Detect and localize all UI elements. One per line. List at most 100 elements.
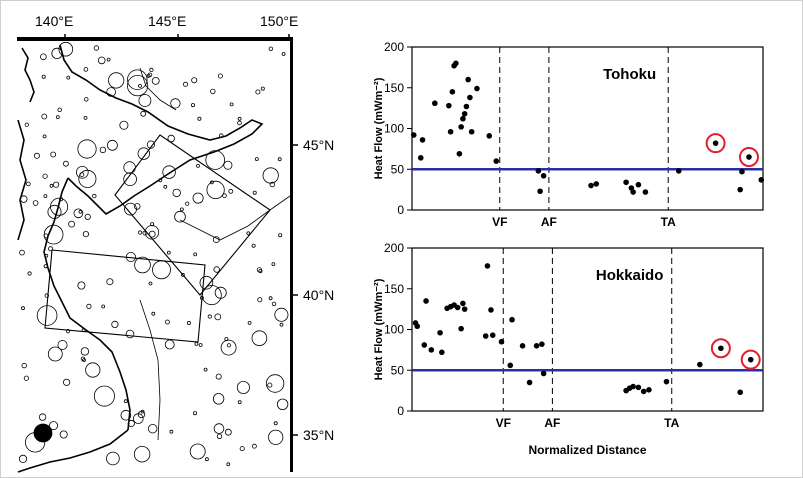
earthquake-circle bbox=[50, 197, 69, 216]
earthquake-circle bbox=[197, 116, 202, 121]
y-axis-label: Heat Flow (mWm⁻²) bbox=[373, 77, 385, 179]
data-point bbox=[663, 378, 670, 385]
earthquake-circle bbox=[47, 204, 62, 219]
earthquake-circle bbox=[80, 356, 86, 361]
y-tick-label: 0 bbox=[397, 203, 404, 217]
earthquake-circle bbox=[78, 209, 83, 214]
earthquake-circle bbox=[236, 380, 250, 394]
data-point bbox=[456, 150, 463, 157]
data-point bbox=[588, 182, 594, 189]
earthquake-circle bbox=[192, 411, 197, 416]
y-tick-label: 0 bbox=[397, 404, 404, 418]
earthquake-circle bbox=[189, 443, 206, 460]
chart-title: Tohoku bbox=[603, 66, 656, 83]
earthquake-circle bbox=[106, 278, 114, 286]
data-point bbox=[458, 124, 464, 130]
earthquake-circle bbox=[246, 231, 251, 236]
earthquake-circle bbox=[119, 120, 129, 130]
data-point bbox=[539, 341, 545, 347]
earthquake-circle bbox=[83, 116, 88, 120]
data-point bbox=[493, 158, 500, 164]
earthquake-circle bbox=[77, 139, 97, 159]
earthquake-circle bbox=[169, 429, 174, 434]
data-point bbox=[640, 388, 647, 395]
map-top-border bbox=[17, 37, 293, 41]
earthquake-circle bbox=[164, 319, 170, 325]
data-point bbox=[458, 325, 464, 332]
earthquake-circle bbox=[150, 222, 155, 227]
y-tick-label: 50 bbox=[391, 363, 405, 377]
earthquake-circle bbox=[43, 194, 48, 199]
earthquake-circle bbox=[99, 146, 107, 154]
earthquake-circle bbox=[83, 67, 89, 72]
earthquake-circle bbox=[257, 297, 263, 303]
earthquake-circle bbox=[59, 430, 68, 439]
earthquake-circle bbox=[204, 457, 209, 462]
data-point bbox=[437, 329, 443, 336]
marker-label-vf: VF bbox=[496, 416, 511, 430]
earthquake-circle bbox=[214, 313, 222, 321]
earthquake-circle bbox=[47, 346, 63, 362]
data-point bbox=[642, 189, 649, 195]
earthquake-circle bbox=[43, 233, 49, 239]
earthquake-circle bbox=[84, 97, 89, 102]
earthquake-circle bbox=[106, 87, 116, 97]
data-point bbox=[747, 356, 754, 363]
earthquake-circle bbox=[151, 77, 160, 85]
earthquake-circle bbox=[226, 343, 232, 348]
earthquake-circle bbox=[281, 52, 286, 56]
earthquake-circle bbox=[21, 362, 27, 369]
earthquake-circle bbox=[180, 272, 185, 277]
earthquake-circle bbox=[269, 181, 275, 188]
earthquake-circle bbox=[123, 399, 128, 404]
earthquake-circle bbox=[20, 195, 28, 203]
earthquake-circle bbox=[215, 373, 222, 380]
earthquake-circle bbox=[203, 367, 208, 372]
earthquake-circle bbox=[58, 41, 74, 57]
earthquake-circle bbox=[42, 134, 47, 139]
lat-label-45: 45°N bbox=[303, 137, 334, 153]
earthquake-circle bbox=[199, 275, 214, 290]
earthquake-circle bbox=[185, 201, 190, 206]
data-point bbox=[439, 349, 445, 356]
earthquake-circle bbox=[138, 94, 152, 107]
earthquake-circle bbox=[106, 57, 111, 62]
earthquake-circle bbox=[205, 150, 226, 170]
x-axis-label: Normalized Distance bbox=[528, 443, 646, 457]
earthquake-circle bbox=[247, 320, 252, 325]
data-point bbox=[630, 383, 636, 390]
earthquake-circle bbox=[210, 88, 216, 95]
earthquake-circle bbox=[65, 328, 71, 334]
earthquake-circle bbox=[43, 264, 48, 269]
data-point bbox=[507, 362, 514, 369]
earthquake-circle bbox=[21, 306, 25, 311]
earthquake-circle bbox=[251, 330, 268, 347]
map-right-border bbox=[290, 37, 293, 472]
earthquake-circle bbox=[198, 343, 203, 347]
earthquake-circle bbox=[152, 260, 171, 280]
earthquake-circle bbox=[134, 256, 151, 274]
earthquake-circle bbox=[166, 250, 171, 255]
y-tick-label: 150 bbox=[384, 81, 404, 95]
earthquake-circle bbox=[251, 243, 256, 248]
earthquake-circle bbox=[206, 180, 225, 199]
earthquake-circle bbox=[262, 167, 279, 184]
earthquake-circle bbox=[146, 140, 155, 149]
earthquake-circle bbox=[85, 362, 101, 378]
earthquake-circle bbox=[193, 252, 198, 257]
earthquake-circle bbox=[18, 454, 28, 463]
earthquake-circle bbox=[268, 429, 284, 445]
data-point bbox=[463, 103, 470, 110]
earthquake-circle bbox=[260, 86, 265, 91]
earthquake-circle bbox=[127, 75, 149, 97]
earthquake-circle bbox=[216, 433, 223, 439]
data-point bbox=[537, 188, 543, 195]
data-point bbox=[758, 177, 765, 183]
data-point bbox=[526, 379, 533, 386]
earthquake-circle bbox=[273, 421, 278, 426]
earthquake-circle bbox=[194, 341, 199, 346]
marker-label-af: AF bbox=[541, 215, 557, 229]
